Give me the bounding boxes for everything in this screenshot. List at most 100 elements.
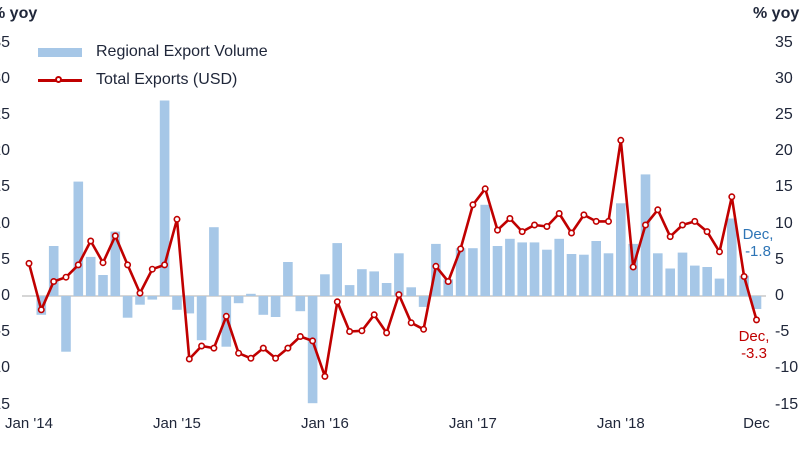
line-marker-Jun-16 [383,329,391,337]
line-marker-Nov-15 [296,332,304,340]
line-marker-May-15 [222,312,230,320]
line-marker-Nov-16 [444,277,452,285]
x-axis-tick: Dec [743,415,770,432]
legend-item-bar: Regional Export Volume [38,38,268,66]
line-marker-Jan-17 [469,201,477,209]
bar-Nov-14 [147,296,158,300]
bar-Apr-16 [357,269,367,296]
bar-Nov-15 [295,296,306,312]
line-marker-Dec-16 [457,245,465,253]
bar-Jul-17 [542,249,552,296]
bar-Aug-18 [702,267,712,296]
line-marker-Jun-18 [678,221,686,229]
line-marker-Feb-15 [185,355,193,363]
bar-Mar-16 [344,285,355,296]
line-marker-Feb-16 [333,298,341,306]
bar-Dec-16 [455,248,466,296]
bar-endpoint-annotation-month: Dec, [742,226,774,243]
line-marker-Feb-18 [629,263,637,271]
bar-Nov-16 [443,279,453,296]
y-axis-tick-right: 30 [775,69,793,87]
bar-Jul-16 [394,253,404,296]
bar-Jun-18 [677,252,688,296]
line-marker-Mar-17 [493,226,501,234]
bar-Oct-18 [727,218,737,296]
bar-Jun-16 [381,283,392,296]
bar-Aug-15 [258,296,269,315]
y-axis-tick-right: -15 [775,395,799,413]
line-endpoint-annotation: Dec, -3.3 [733,328,775,362]
bar-Dec-17 [603,253,614,296]
line-marker-Oct-16 [432,262,440,270]
line-marker-Jan-15 [173,215,181,223]
legend: Regional Export Volume Total Exports (US… [38,38,268,94]
line-marker-Jul-17 [543,223,551,231]
bar-Jul-14 [98,275,108,296]
y-axis-tick-left: 5 [1,250,10,268]
bar-Jun-17 [529,242,540,296]
line-marker-Jun-14 [87,237,95,245]
line-marker-Jul-15 [247,354,255,362]
bar-Sep-17 [566,254,577,296]
line-marker-Mar-15 [198,342,206,350]
bar-Jan-17 [468,248,478,296]
y-axis-tick-right: -5 [775,323,790,341]
bar-Mar-15 [196,296,207,341]
bar-Feb-17 [480,204,490,296]
bar-Sep-15 [270,296,281,317]
line-marker-Apr-16 [358,327,366,335]
bar-Aug-17 [554,238,564,296]
line-marker-Jan-18 [617,136,625,144]
bar-Apr-17 [505,238,515,296]
y-axis-tick-left: 20 [0,142,10,160]
line-marker-Feb-17 [481,185,489,193]
bar-Nov-17 [591,241,601,296]
line-marker-Sep-14 [124,261,132,269]
line-marker-Nov-14 [148,265,156,273]
y-axis-tick-right: 10 [775,214,793,232]
line-marker-Aug-18 [703,228,711,236]
y-axis-tick-left: 0 [1,287,10,304]
bar-Dec-14 [159,100,170,296]
bar-Jun-14 [85,256,96,296]
y-axis-tick-right: 20 [775,142,793,160]
x-axis-tick: Jan '14 [5,415,53,432]
line-marker-Jul-16 [395,291,403,299]
line-marker-Sep-18 [715,248,723,256]
line-marker-Aug-16 [407,319,415,327]
y-axis-tick-left: 30 [0,69,10,87]
line-marker-Jun-17 [530,221,538,229]
bar-Mar-14 [48,246,59,296]
x-axis-tick: Jan '18 [596,415,645,432]
y-axis-tick-left: 15 [0,178,10,196]
bar-Feb-15 [184,296,195,314]
bar-May-18 [665,268,675,296]
bar-Aug-16 [406,287,416,296]
y-axis-tick-right: 5 [775,250,784,268]
bar-Jun-15 [233,296,244,304]
y-axis-tick-right: 25 [775,106,793,123]
line-marker-Dec-14 [161,261,169,269]
line-marker-Aug-17 [555,210,563,218]
y-axis-tick-left: -10 [0,359,10,377]
line-marker-Mar-14 [50,277,58,285]
line-marker-Apr-14 [62,273,70,281]
line-marker-Oct-18 [728,193,736,201]
legend-bar-label: Regional Export Volume [96,43,268,60]
line-marker-Apr-17 [506,215,514,223]
line-marker-icon [55,75,62,83]
line-marker-Jan-14 [25,259,33,267]
legend-line-label: Total Exports (USD) [96,71,238,88]
line-marker-Jul-14 [99,259,107,267]
bar-Dec-18 [751,296,762,309]
bar-Sep-16 [418,296,429,307]
line-marker-Oct-14 [136,289,144,297]
line-marker-Apr-18 [654,206,662,214]
line-marker-Mar-16 [346,327,354,335]
line-marker-May-16 [370,311,378,319]
bar-swatch-icon [38,47,82,57]
bar-May-17 [517,242,527,296]
bar-endpoint-annotation: Dec, -1.8 [737,226,779,260]
bar-Mar-18 [640,174,651,296]
